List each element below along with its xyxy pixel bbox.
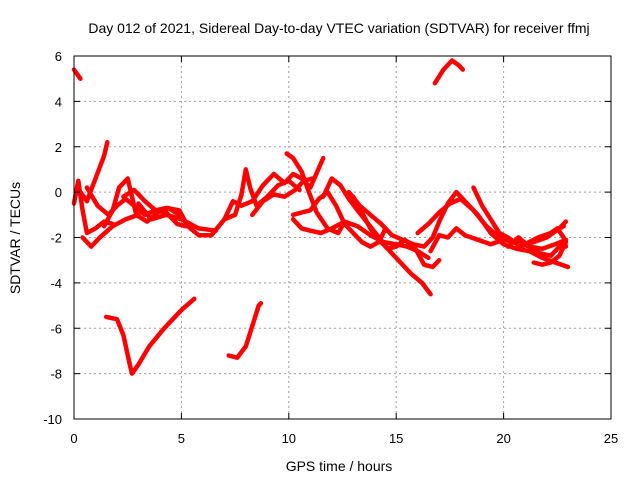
x-tick-label: 15 xyxy=(389,431,403,446)
series-s21 xyxy=(415,196,566,247)
series-s3 xyxy=(78,139,110,204)
chart-title: Day 012 of 2021, Sidereal Day-to-day VTE… xyxy=(88,20,589,36)
y-tick-label: 4 xyxy=(55,94,62,109)
y-tick-label: 6 xyxy=(55,49,62,64)
y-tick-label: 0 xyxy=(55,185,62,200)
x-tick-label: 0 xyxy=(70,431,77,446)
series-s1 xyxy=(71,67,83,81)
x-axis-label: GPS time / hours xyxy=(286,458,393,474)
series-s9 xyxy=(103,296,197,376)
x-tick-label: 10 xyxy=(282,431,296,446)
y-tick-label: 2 xyxy=(55,140,62,155)
y-tick-label: -4 xyxy=(50,276,62,291)
grid xyxy=(74,56,611,419)
y-tick-label: -8 xyxy=(50,367,62,382)
series-s23 xyxy=(505,235,569,258)
y-tick-label: -10 xyxy=(43,412,62,427)
y-tick-label: -6 xyxy=(50,321,62,336)
series-s26 xyxy=(432,58,466,86)
series-s6 xyxy=(101,176,182,229)
series-s8 xyxy=(136,201,219,233)
series-s18 xyxy=(350,194,442,270)
series-s4 xyxy=(80,212,141,249)
x-tick-label: 5 xyxy=(178,431,185,446)
x-axis-ticks: 0 5 10 15 20 25 xyxy=(70,56,618,446)
x-tick-label: 20 xyxy=(496,431,510,446)
series-s16 xyxy=(290,217,431,261)
x-tick-label: 25 xyxy=(604,431,618,446)
series-s15 xyxy=(290,189,388,249)
series-s24 xyxy=(531,239,569,267)
y-axis-ticks: 6 4 2 0 -2 -4 -6 -8 -10 xyxy=(43,49,611,427)
series-s10 xyxy=(226,301,264,360)
series-s25 xyxy=(548,226,569,249)
series-s14 xyxy=(284,151,347,236)
y-tick-label: -2 xyxy=(50,231,62,246)
data-series xyxy=(71,58,571,376)
y-axis-label: SDTVAR / TECUs xyxy=(7,182,23,294)
series-s20 xyxy=(428,226,569,254)
